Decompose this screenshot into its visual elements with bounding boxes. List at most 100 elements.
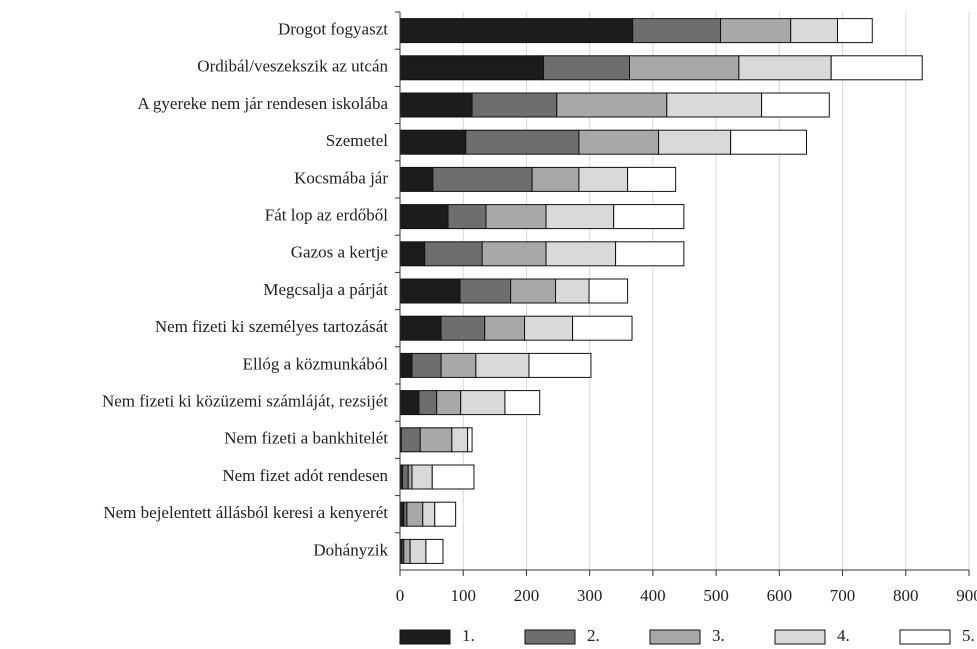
bar-segment (459, 278, 512, 304)
bar-segment (510, 278, 557, 304)
bar-segment (399, 129, 467, 155)
legend-label: 5. (962, 626, 975, 645)
x-tick-label: 300 (577, 586, 603, 605)
y-tick-label: Nem fizeti ki személyes tartozását (155, 317, 388, 336)
bar-segment (528, 352, 592, 378)
bar-segment (485, 204, 547, 230)
bar-segment (440, 352, 477, 378)
bar-segment (399, 18, 634, 44)
bar-segment (471, 92, 558, 118)
x-tick-label: 200 (514, 586, 540, 605)
y-tick-label: Nem fizeti a bankhitelét (224, 429, 388, 448)
bar-segment (543, 55, 630, 81)
bar-segment (406, 501, 424, 527)
bar-segment (411, 352, 442, 378)
bar-segment (761, 92, 830, 118)
bar-segment (399, 390, 420, 416)
bar-segment (720, 18, 792, 44)
bar-segment (836, 18, 873, 44)
bar-segment (730, 129, 808, 155)
bar-segment (475, 352, 530, 378)
bar-segment (440, 315, 486, 341)
y-tick-label: Szemetel (326, 131, 389, 150)
x-tick-label: 600 (767, 586, 793, 605)
bar-segment (399, 278, 461, 304)
bar-segment (578, 166, 629, 192)
bar-segment (658, 129, 732, 155)
legend-swatch (399, 629, 451, 645)
legend-swatch (774, 629, 826, 645)
x-tick-label: 0 (396, 586, 405, 605)
bar-segment (399, 241, 426, 267)
bar-segment (431, 464, 475, 490)
x-tick-label: 100 (450, 586, 476, 605)
bar-segment (402, 464, 409, 490)
bar-segment (460, 390, 506, 416)
bar-segment (400, 427, 421, 453)
bar-segment (422, 501, 436, 527)
y-tick-label: Ordibál/veszekszik az utcán (197, 57, 388, 76)
bar-segment (403, 538, 411, 564)
bar-segment (632, 18, 722, 44)
bar-segment (481, 241, 547, 267)
bar-segment (524, 315, 574, 341)
bar-segment (613, 204, 685, 230)
legend-swatch (649, 629, 701, 645)
bar-segment (790, 18, 838, 44)
bar-segment (447, 204, 487, 230)
x-tick-label: 400 (640, 586, 666, 605)
bar-segment (627, 166, 677, 192)
bar-segment (588, 278, 629, 304)
bar-segment (666, 92, 763, 118)
legend-label: 3. (712, 626, 725, 645)
bar-segment (545, 204, 615, 230)
x-tick-label: 700 (830, 586, 856, 605)
bar-segment (738, 55, 832, 81)
bar-segment (419, 427, 453, 453)
bar-segment (399, 501, 405, 527)
bar-segment (531, 166, 580, 192)
y-tick-label: Ellóg a közmunkából (243, 354, 389, 373)
bar-segment (555, 278, 590, 304)
bar-segment (615, 241, 685, 267)
bar-segment (407, 464, 413, 490)
bar-segment (434, 501, 457, 527)
y-tick-label: Nem bejelentett állásból keresi a kenyer… (103, 503, 388, 522)
bar-segment (399, 315, 442, 341)
bar-segment (411, 464, 433, 490)
bar-segment (399, 204, 449, 230)
y-tick-label: Nem fizeti ki közüzemi számláját, rezsij… (102, 392, 388, 411)
bar-segment (467, 427, 473, 453)
bar-segment (436, 390, 462, 416)
y-tick-label: Gazos a kertje (291, 243, 388, 262)
legend-swatch (899, 629, 951, 645)
bar-segment (418, 390, 438, 416)
bar-segment (424, 241, 483, 267)
bar-segment (465, 129, 580, 155)
bar-segment (425, 538, 444, 564)
bar-segment (484, 315, 526, 341)
bar-segment (399, 166, 434, 192)
legend-label: 1. (462, 626, 475, 645)
x-tick-label: 500 (703, 586, 729, 605)
bar-segment (628, 55, 740, 81)
bar-segment (545, 241, 617, 267)
bar-segment (830, 55, 923, 81)
x-tick-label: 900 (956, 586, 977, 605)
bar-segment (556, 92, 668, 118)
y-tick-label: Nem fizet adót rendesen (222, 466, 388, 485)
bar-segment (451, 427, 469, 453)
bar-segment (572, 315, 633, 341)
y-tick-label: Kocsmába jár (294, 168, 388, 187)
y-tick-label: Fát lop az erdőből (265, 206, 388, 225)
bar-segment (504, 390, 541, 416)
y-tick-label: A gyereke nem jár rendesen iskolába (137, 94, 388, 113)
bar-segment (399, 92, 473, 118)
y-tick-label: Dohányzik (313, 540, 388, 559)
bar-segment (432, 166, 533, 192)
bar-segment (409, 538, 427, 564)
x-tick-label: 800 (893, 586, 919, 605)
legend-label: 4. (837, 626, 850, 645)
y-tick-label: Megcsalja a párját (263, 280, 388, 299)
